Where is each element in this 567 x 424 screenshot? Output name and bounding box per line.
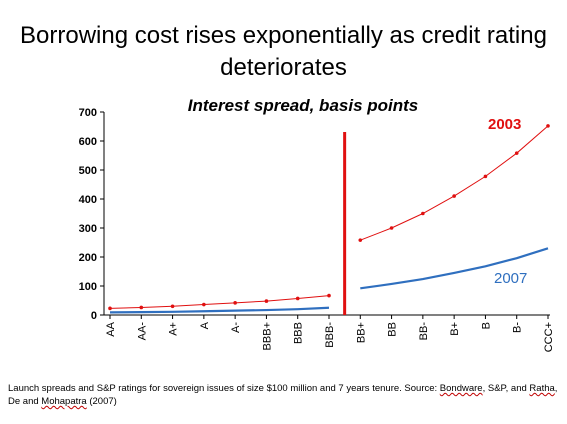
series-line-2003 [109,295,330,309]
series-label-2003: 2003 [488,116,522,133]
data-point-2003 [389,226,394,230]
footnote-source-bondware: Bondware [439,383,483,394]
slide-title: Borrowing cost rises exponentially as cr… [20,22,547,81]
x-tick-label: BBB [293,322,305,344]
data-point-2003 [546,124,550,128]
data-point-2003 [264,299,269,303]
x-tick-label: B [480,322,492,329]
x-tick-label: AA [105,321,117,336]
data-point-2003 [514,151,519,155]
data-point-2003 [202,302,206,307]
series-line-2003 [360,125,549,241]
footnote: Launch spreads and S&P ratings for sover… [8,382,563,408]
y-tick-label: 600 [79,136,97,148]
x-tick-label: BB- [418,322,430,341]
x-tick-label: BB+ [355,322,367,343]
data-point-2003 [233,301,237,305]
series-label-2007: 2007 [494,270,528,287]
series-line-2007 [109,306,330,314]
data-point-2003 [139,305,144,310]
x-tick-label: CCC+ [543,322,555,352]
data-point-2003 [483,174,488,179]
x-tick-label: BB [387,322,399,337]
x-tick-label: B+ [449,322,461,336]
x-tick-label: A+ [168,322,180,336]
y-tick-label: 400 [79,194,97,206]
series-2007 [109,247,549,314]
data-point-2003 [108,306,112,311]
y-tick-label: 300 [79,223,97,235]
footnote-text: Launch spreads and S&P ratings for sover… [8,383,440,394]
data-point-2003 [295,296,300,301]
y-tick-label: 700 [79,107,97,119]
footnote-author-ratha: Ratha [529,383,555,394]
y-tick-label: 500 [79,165,97,177]
data-point-2003 [327,293,331,298]
data-point-2003 [358,238,363,242]
x-tick-label: A [199,321,211,329]
footnote-author-mohapatra: Mohapatra [41,396,87,407]
series-line-2007 [360,247,549,290]
chart-subtitle: Interest spread, basis points [187,96,419,115]
x-tick-label: AA- [136,322,148,341]
x-tick-label: B- [512,322,524,333]
footnote-text: , S&P, and [482,383,530,394]
data-point-2003 [421,211,425,216]
chart-series [108,124,550,314]
footnote-text: (2007) [86,396,117,407]
chart-axes [103,112,550,316]
x-tick-label: BBB- [324,322,336,348]
y-tick-label: 200 [79,252,97,264]
data-point-2003 [452,194,456,198]
y-tick-label: 0 [91,310,97,322]
footnote-text: , De and [8,383,558,407]
x-tick-label: A- [230,322,242,333]
data-point-2003 [170,304,175,309]
x-tick-label: BBB+ [261,322,273,350]
y-tick-label: 100 [79,281,97,293]
series-2003 [108,124,550,311]
